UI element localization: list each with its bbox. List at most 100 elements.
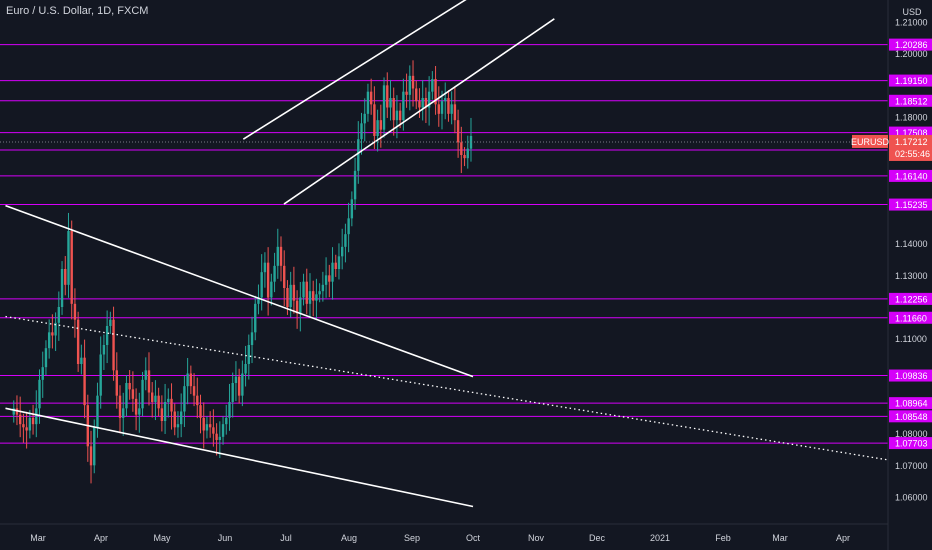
time-tick-label: Nov [528,533,545,543]
time-tick-label: Dec [589,533,606,543]
time-tick-label: Mar [30,533,46,543]
time-axis-ticks[interactable]: Mar Apr May Jun Jul Aug Sep Oct Nov Dec 2021 Feb Mar… [30,533,850,543]
candle-body [102,345,106,355]
candle-body [212,427,215,434]
candle-body [25,427,28,431]
candle-body [128,383,131,390]
price-tag-bg [889,134,932,161]
candle-body [279,246,283,266]
candle-body [312,291,315,301]
level-label-bg [889,292,932,305]
candle-body [469,136,473,149]
candle-body [415,88,418,102]
level-label-bg [889,198,932,211]
horizontal-levels [0,44,888,444]
trend-line[interactable] [242,0,473,140]
level-label: 1.11660 [895,313,927,323]
candle-body [257,297,260,304]
candle-body [160,408,164,421]
candle-body [31,417,35,425]
price-axis[interactable] [888,0,932,550]
candle-body [215,433,218,440]
level-label-bg [889,369,932,382]
candle-body [18,414,22,425]
time-tick-label: Apr [94,533,108,543]
trend-line[interactable] [5,407,474,508]
candle-body [163,402,167,421]
candle-body [35,408,38,425]
candle-body [315,294,318,301]
candle-body [244,364,247,374]
price-tick-label: 1.20000 [895,49,928,59]
candle-body [318,291,321,295]
candle-body [241,373,244,396]
candle-body [44,348,48,368]
candle-body [376,120,379,136]
candle-body [447,98,450,114]
candle-body [89,446,93,466]
price-axis-ticks: 1.21000 1.20000 1.18000 1.14000 1.13000 1.110… [895,18,928,503]
candle-body [373,104,376,136]
candle-body [440,101,444,114]
candle-body [463,155,466,159]
candle-body [353,170,357,200]
price-tag-countdown: 02:55:46 [895,149,930,159]
price-tick-label: 1.14000 [895,239,928,249]
candle-body [105,326,109,345]
time-tick-label: May [153,533,171,543]
candle-body [196,395,199,406]
candle-body [395,110,399,121]
candle-body [202,417,205,431]
candle-body [357,139,360,171]
trend-line[interactable] [5,315,903,463]
candle-body [38,379,41,409]
candle-body [266,262,270,298]
candle-body [263,262,267,273]
candle-body [424,98,428,108]
candle-body [260,272,263,298]
symbol-tag-label: EURUSD [851,137,890,147]
candle-body [273,265,276,282]
level-label: 1.15235 [895,200,928,210]
candle-body [99,354,102,396]
candle-body [379,120,383,130]
level-label: 1.19150 [895,76,928,86]
symbol-tag-bg [852,134,888,148]
candle-body [347,218,350,235]
chart-title: Euro / U.S. Dollar, 1D, FXCM [6,5,148,17]
candle-body [250,332,254,345]
candle-body [144,370,147,380]
time-tick-label: Oct [466,533,481,543]
time-tick-label: Jul [280,533,292,543]
candle-body [363,113,366,124]
candle-body [186,373,189,387]
candle-body [276,246,279,266]
price-tag-value: 1.17212 [895,137,928,147]
candle-body [221,424,225,437]
candle-body [60,269,64,307]
candle-body [167,398,170,402]
candle-body [392,98,395,121]
time-tick-label: Mar [772,533,788,543]
candle-body [408,75,412,95]
candle-body [192,386,196,396]
price-tick-label: 1.11000 [895,334,927,344]
candle-body [134,398,138,415]
candle-body [360,123,363,140]
candle-body [218,436,222,440]
level-label: 1.18512 [895,96,928,106]
level-label: 1.09836 [895,371,928,381]
candle-body [402,91,405,121]
candle-body [67,231,70,285]
trend-line[interactable] [283,18,555,205]
candle-body [118,395,122,418]
time-tick-label: Aug [341,533,357,543]
candle-body [54,322,57,336]
level-label: 1.08548 [895,412,928,422]
candle-body [308,291,312,304]
trend-line[interactable] [5,204,474,378]
candle-body [109,319,112,326]
candle-body [64,269,67,285]
